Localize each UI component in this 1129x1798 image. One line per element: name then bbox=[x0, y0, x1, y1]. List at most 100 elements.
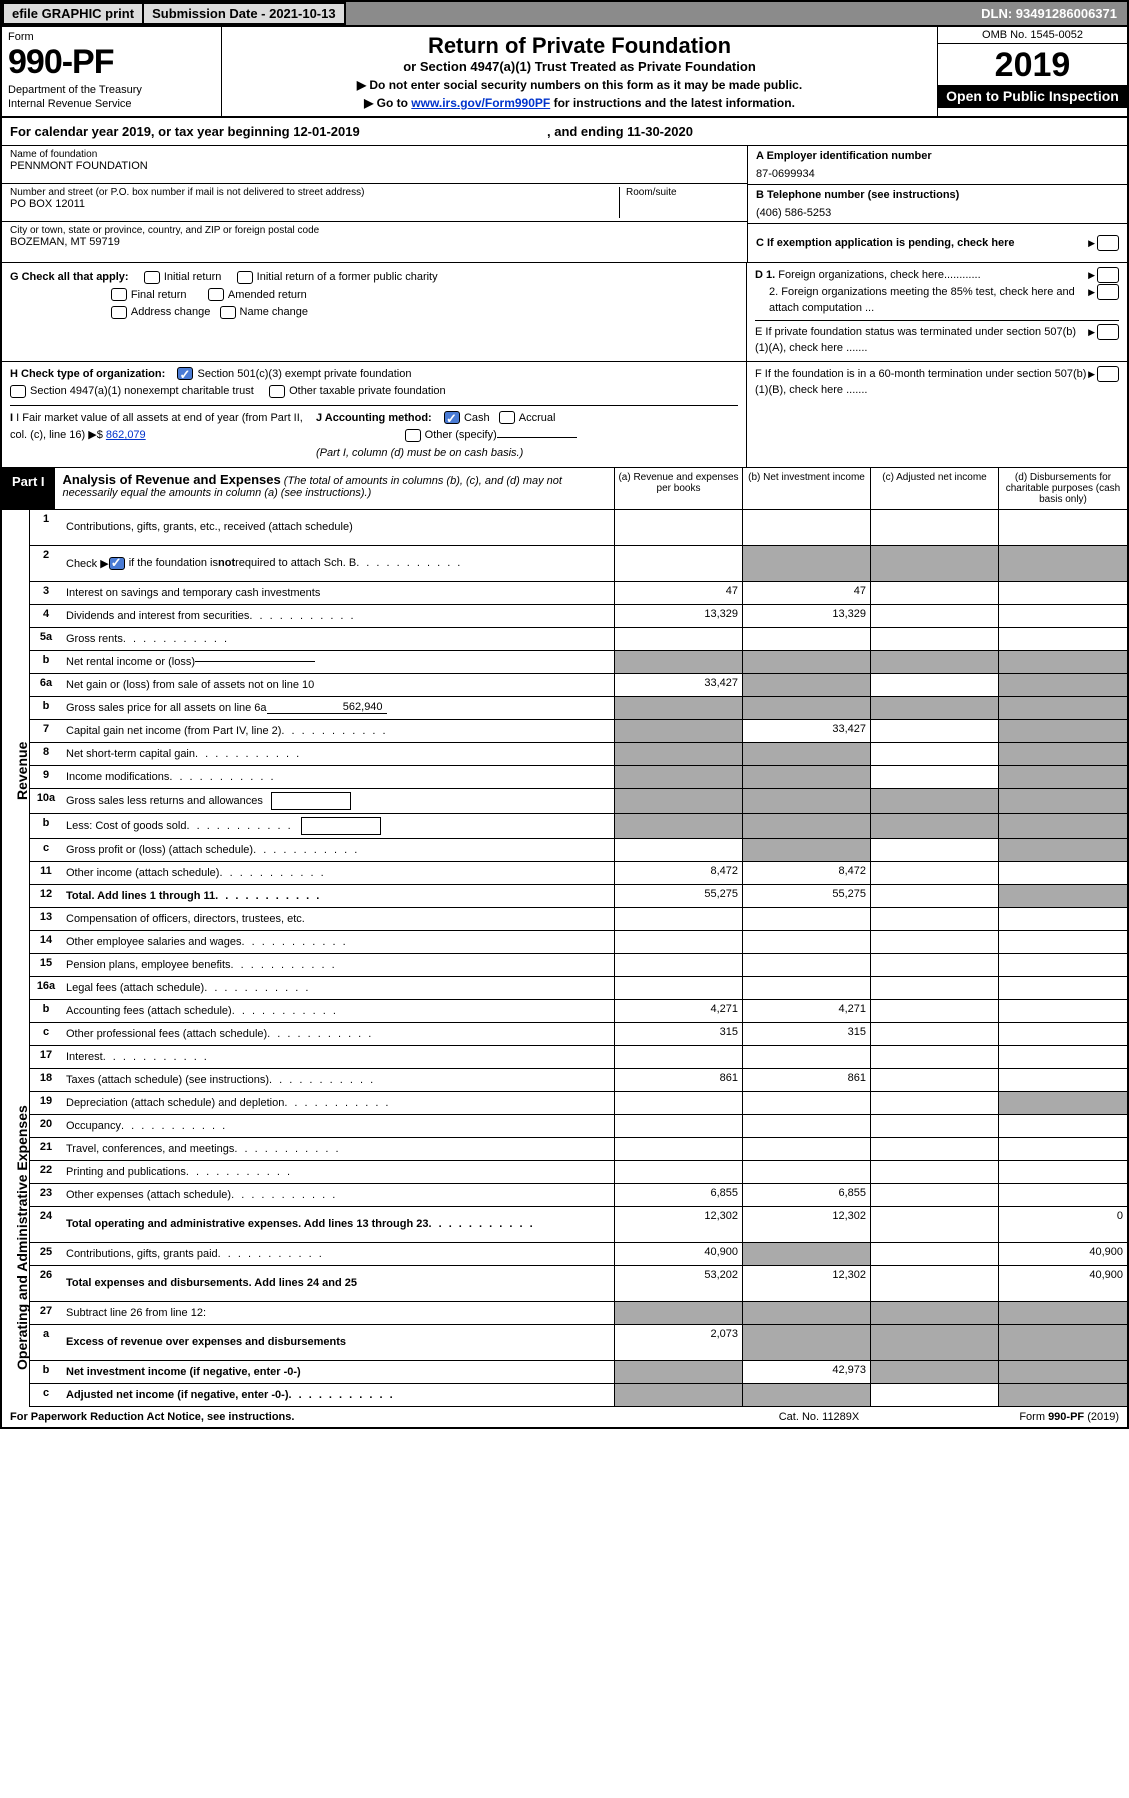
cell-c bbox=[871, 1361, 999, 1383]
cell-c bbox=[871, 885, 999, 907]
foundation-name: PENNMONT FOUNDATION bbox=[10, 160, 739, 172]
cell-b: 47 bbox=[743, 582, 871, 604]
row-label: Taxes (attach schedule) (see instruction… bbox=[62, 1069, 615, 1091]
cb-accrual[interactable] bbox=[499, 411, 515, 424]
cell-d: 40,900 bbox=[999, 1266, 1127, 1301]
cell-c bbox=[871, 1184, 999, 1206]
table-row: bLess: Cost of goods sold bbox=[30, 814, 1127, 839]
addr-label: Number and street (or P.O. box number if… bbox=[10, 187, 619, 198]
cb-address-change[interactable] bbox=[111, 306, 127, 319]
row-label: Interest on savings and temporary cash i… bbox=[62, 582, 615, 604]
table-row: bNet investment income (if negative, ent… bbox=[30, 1361, 1127, 1384]
row-number: 20 bbox=[30, 1115, 62, 1137]
cell-c bbox=[871, 1243, 999, 1265]
table-row: 25Contributions, gifts, grants paid40,90… bbox=[30, 1243, 1127, 1266]
row-label: Subtract line 26 from line 12: bbox=[62, 1302, 615, 1324]
cell-d bbox=[999, 1046, 1127, 1068]
row-label: Other income (attach schedule) bbox=[62, 862, 615, 884]
cb-4947a1[interactable] bbox=[10, 385, 26, 398]
i-value-link[interactable]: 862,079 bbox=[106, 429, 146, 441]
header-right: OMB No. 1545-0052 2019 Open to Public In… bbox=[937, 27, 1127, 116]
cell-b: 33,427 bbox=[743, 720, 871, 742]
instructions-link[interactable]: www.irs.gov/Form990PF bbox=[411, 96, 550, 110]
section-j: J Accounting method: Cash Accrual Other … bbox=[310, 410, 738, 463]
table-row: 19Depreciation (attach schedule) and dep… bbox=[30, 1092, 1127, 1115]
j-other-line bbox=[497, 437, 577, 438]
table-row: cAdjusted net income (if negative, enter… bbox=[30, 1384, 1127, 1407]
cb-final-return[interactable] bbox=[111, 288, 127, 301]
cell-c bbox=[871, 674, 999, 696]
section-f: F If the foundation is in a 60-month ter… bbox=[747, 362, 1127, 467]
cell-b: 861 bbox=[743, 1069, 871, 1091]
omb-number: OMB No. 1545-0052 bbox=[938, 27, 1127, 44]
cell-d bbox=[999, 1361, 1127, 1383]
cb-501c3[interactable] bbox=[177, 367, 193, 380]
row-label: Gross rents bbox=[62, 628, 615, 650]
table-row: cOther professional fees (attach schedul… bbox=[30, 1023, 1127, 1046]
cell-c bbox=[871, 1115, 999, 1137]
cell-d: 0 bbox=[999, 1207, 1127, 1242]
d1-checkbox[interactable] bbox=[1097, 267, 1119, 283]
row-number: c bbox=[30, 839, 62, 861]
cell-a: 4,271 bbox=[615, 1000, 743, 1022]
top-bar: efile GRAPHIC print Submission Date - 20… bbox=[2, 2, 1127, 27]
row-label: Accounting fees (attach schedule) bbox=[62, 1000, 615, 1022]
exemption-checkbox[interactable] bbox=[1097, 235, 1119, 251]
cell-a bbox=[615, 789, 743, 813]
cb-cash[interactable] bbox=[444, 411, 460, 424]
table-row: 4Dividends and interest from securities1… bbox=[30, 605, 1127, 628]
cell-c bbox=[871, 582, 999, 604]
row-number: 18 bbox=[30, 1069, 62, 1091]
cell-a: 8,472 bbox=[615, 862, 743, 884]
cell-c bbox=[871, 814, 999, 838]
cell-b bbox=[743, 977, 871, 999]
tax-year: 2019 bbox=[938, 44, 1127, 85]
row-number: 25 bbox=[30, 1243, 62, 1265]
form-page: efile GRAPHIC print Submission Date - 20… bbox=[0, 0, 1129, 1429]
efile-print-button[interactable]: efile GRAPHIC print bbox=[2, 2, 144, 25]
submission-date-button[interactable]: Submission Date - 2021-10-13 bbox=[144, 2, 346, 25]
e-checkbox[interactable] bbox=[1097, 324, 1119, 340]
cb-name-change[interactable] bbox=[220, 306, 236, 319]
cb-other-method[interactable] bbox=[405, 429, 421, 442]
cell-d bbox=[999, 1023, 1127, 1045]
row-label: Interest bbox=[62, 1046, 615, 1068]
f-checkbox[interactable] bbox=[1097, 366, 1119, 382]
row-number: 1 bbox=[30, 510, 62, 545]
cell-b: 4,271 bbox=[743, 1000, 871, 1022]
cell-b: 13,329 bbox=[743, 605, 871, 627]
table-row: 18Taxes (attach schedule) (see instructi… bbox=[30, 1069, 1127, 1092]
cell-b bbox=[743, 814, 871, 838]
cell-d bbox=[999, 651, 1127, 673]
cell-b bbox=[743, 839, 871, 861]
cb-other-taxable[interactable] bbox=[269, 385, 285, 398]
cb-initial-former[interactable] bbox=[237, 271, 253, 284]
table-row: cGross profit or (loss) (attach schedule… bbox=[30, 839, 1127, 862]
d2-checkbox[interactable] bbox=[1097, 284, 1119, 300]
row-number: 21 bbox=[30, 1138, 62, 1160]
row-number: b bbox=[30, 814, 62, 838]
cell-c bbox=[871, 1046, 999, 1068]
cell-c bbox=[871, 628, 999, 650]
g-o6: Name change bbox=[240, 306, 309, 318]
g-o3: Final return bbox=[131, 289, 187, 301]
table-row: 13Compensation of officers, directors, t… bbox=[30, 908, 1127, 931]
cell-c bbox=[871, 839, 999, 861]
g-o1: Initial return bbox=[164, 271, 221, 283]
cell-d bbox=[999, 582, 1127, 604]
identity-left: Name of foundation PENNMONT FOUNDATION N… bbox=[2, 146, 747, 262]
cell-c bbox=[871, 1138, 999, 1160]
cell-c bbox=[871, 651, 999, 673]
row-number: 5a bbox=[30, 628, 62, 650]
exemption-label: C If exemption application is pending, c… bbox=[756, 237, 1015, 249]
cell-c bbox=[871, 766, 999, 788]
cb-initial-return[interactable] bbox=[144, 271, 160, 284]
cell-c bbox=[871, 1384, 999, 1406]
section-g-d: G Check all that apply: Initial return I… bbox=[2, 263, 1127, 362]
row-label: Less: Cost of goods sold bbox=[62, 814, 615, 838]
cb-amended-return[interactable] bbox=[208, 288, 224, 301]
cell-c bbox=[871, 1161, 999, 1183]
table-row: 7Capital gain net income (from Part IV, … bbox=[30, 720, 1127, 743]
cell-b bbox=[743, 628, 871, 650]
phone-label: B Telephone number (see instructions) bbox=[756, 189, 959, 201]
